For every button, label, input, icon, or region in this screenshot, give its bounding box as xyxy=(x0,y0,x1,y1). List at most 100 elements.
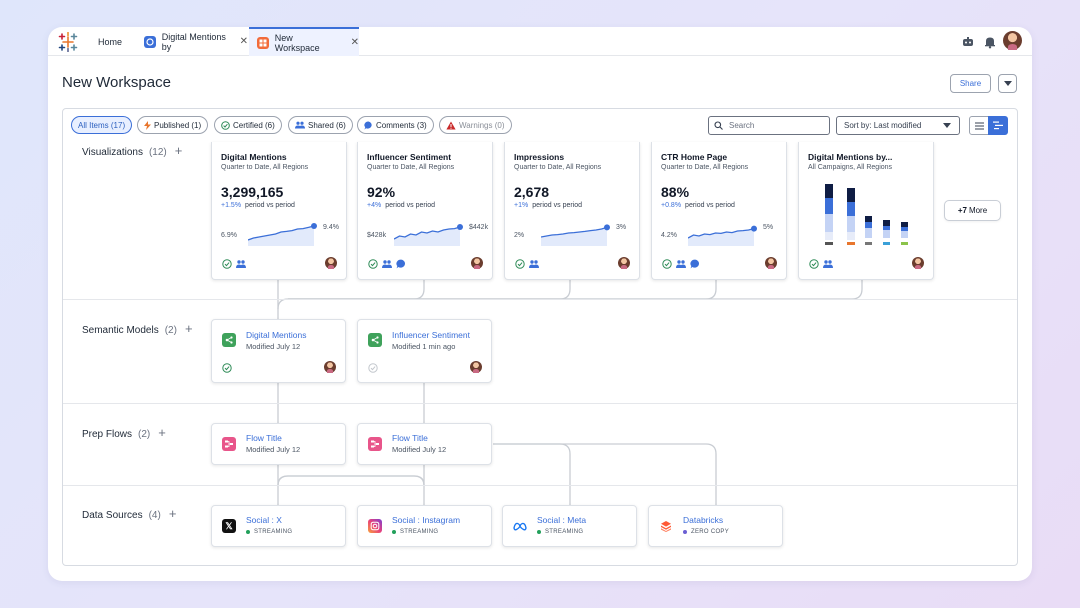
kpi-delta-label: period vs period xyxy=(685,202,735,209)
sparkline xyxy=(541,224,610,246)
viz-card[interactable]: Impressions Quarter to Date, All Regions 2… xyxy=(504,142,640,280)
owner-avatar[interactable] xyxy=(471,257,483,269)
stacked-bar-chart xyxy=(825,184,908,245)
owner-avatar[interactable] xyxy=(765,257,777,269)
viz-card-title: Influencer Sentiment xyxy=(367,152,452,162)
filter-label: All Items (17) xyxy=(78,120,126,130)
add-prep-flow-button[interactable]: + xyxy=(158,425,166,440)
lineage-view-button[interactable] xyxy=(988,116,1008,135)
workspace-icon xyxy=(257,36,269,49)
semantic-model-card[interactable]: Influencer Sentiment Modified 1 min ago xyxy=(357,319,492,383)
data-source-card[interactable]: Social : Instagram STREAMING xyxy=(357,505,492,547)
kpi-delta-value: +0.8% xyxy=(661,202,682,209)
shared-icon xyxy=(529,260,539,268)
viz-card[interactable]: CTR Home Page Quarter to Date, All Region… xyxy=(651,142,787,280)
kpi-delta-label: period vs period xyxy=(385,202,436,209)
sparkline xyxy=(394,224,463,246)
filter-label: Certified (6) xyxy=(233,120,275,130)
sparkline-min-label: 6.9% xyxy=(221,232,237,239)
tableau-logo-icon[interactable] xyxy=(58,32,78,52)
bar-group xyxy=(825,184,908,240)
semantic-model-title[interactable]: Digital Mentions xyxy=(246,330,307,340)
user-avatar[interactable] xyxy=(1003,31,1022,50)
filter-label: Shared (6) xyxy=(308,120,346,130)
semantic-model-title[interactable]: Influencer Sentiment xyxy=(392,330,470,340)
viz-card[interactable]: Influencer Sentiment Quarter to Date, All… xyxy=(357,142,493,280)
data-source-title[interactable]: Databricks xyxy=(683,515,724,525)
sort-dropdown[interactable]: Sort by: Last modified xyxy=(836,116,960,135)
close-icon[interactable]: ✕ xyxy=(350,37,359,48)
semantic-model-icon xyxy=(222,333,236,347)
add-visualization-button[interactable]: + xyxy=(174,143,183,158)
tab-new-workspace[interactable]: New Workspace ✕ xyxy=(249,27,359,56)
close-icon[interactable]: ✕ xyxy=(239,36,248,47)
viz-card-subtitle: Quarter to Date, All Regions xyxy=(661,164,749,171)
search-input[interactable]: Search xyxy=(708,116,830,135)
viz-card-title: Digital Mentions xyxy=(221,152,287,162)
data-source-card[interactable]: Social : Meta STREAMING xyxy=(502,505,637,547)
viz-card-subtitle: Quarter to Date, All Regions xyxy=(514,164,602,171)
filter-certified[interactable]: Certified (6) xyxy=(214,116,282,134)
prep-flow-card[interactable]: Flow Title Modified July 12 xyxy=(211,423,346,465)
sparkline-end-point xyxy=(604,224,610,231)
share-button[interactable]: Share xyxy=(950,74,991,93)
filter-published[interactable]: Published (1) xyxy=(137,116,209,134)
data-source-title[interactable]: Social : Meta xyxy=(537,515,587,525)
sparkline-min-label: 2% xyxy=(514,232,525,239)
prep-flow-icon xyxy=(222,437,236,451)
more-visualizations-button[interactable]: +7 More xyxy=(944,200,1001,221)
data-source-status: STREAMING xyxy=(246,529,292,535)
agent-icon[interactable] xyxy=(961,35,975,49)
owner-avatar[interactable] xyxy=(470,361,482,373)
sparkline xyxy=(688,225,757,246)
list-icon xyxy=(974,122,984,129)
owner-avatar[interactable] xyxy=(912,257,924,269)
owner-avatar[interactable] xyxy=(324,361,336,373)
prep-flow-modified: Modified July 12 xyxy=(246,445,301,454)
viz-card-subtitle: All Campaigns, All Regions xyxy=(808,164,893,171)
tab-home-label: Home xyxy=(98,36,123,47)
sort-label: Sort by: Last modified xyxy=(844,121,922,130)
add-semantic-model-button[interactable]: + xyxy=(184,321,193,336)
filter-shared[interactable]: Shared (6) xyxy=(288,116,353,134)
viz-card[interactable]: Digital Mentions Quarter to Date, All Reg… xyxy=(211,142,347,280)
comment-icon xyxy=(396,259,405,269)
filter-comments[interactable]: Comments (3) xyxy=(357,116,434,134)
data-source-title[interactable]: Social : X xyxy=(246,515,282,525)
kpi-delta: +0.8% period vs period xyxy=(661,202,735,209)
add-data-source-button[interactable]: + xyxy=(168,506,177,521)
data-source-card[interactable]: 𝕏 Social : X STREAMING xyxy=(211,505,346,547)
row-label-text: Semantic Models xyxy=(82,325,159,336)
owner-avatar[interactable] xyxy=(618,257,630,269)
filter-label: Comments (3) xyxy=(376,120,427,130)
data-source-status: STREAMING xyxy=(537,529,583,535)
row-label-visualizations: Visualizations (12) + xyxy=(82,143,182,158)
tab-digital-mentions[interactable]: Digital Mentions by ✕ xyxy=(144,27,248,56)
filter-all-items[interactable]: All Items (17) xyxy=(71,116,133,134)
viz-card-title: Digital Mentions by... xyxy=(808,152,893,162)
owner-avatar[interactable] xyxy=(325,257,337,269)
tab-home[interactable]: Home xyxy=(98,27,148,56)
sparkline-area xyxy=(688,228,754,246)
sparkline-line xyxy=(394,226,461,240)
data-source-status-label: STREAMING xyxy=(254,529,293,535)
kpi-value: 2,678 xyxy=(514,184,550,200)
semantic-model-card[interactable]: Digital Mentions Modified July 12 xyxy=(211,319,346,383)
data-source-title[interactable]: Social : Instagram xyxy=(392,515,461,525)
filter-warnings[interactable]: Warnings (0) xyxy=(439,116,512,134)
more-actions-button[interactable] xyxy=(998,74,1017,93)
data-source-card[interactable]: Databricks ZERO COPY xyxy=(648,505,783,547)
page-title: New Workspace xyxy=(62,74,171,91)
bell-icon[interactable] xyxy=(983,35,997,49)
filter-label: Published (1) xyxy=(154,120,202,130)
prep-flow-card[interactable]: Flow Title Modified July 12 xyxy=(357,423,492,465)
semantic-model-modified: Modified July 12 xyxy=(246,342,301,351)
prep-flow-title[interactable]: Flow Title xyxy=(246,433,282,443)
data-source-status-label: ZERO COPY xyxy=(691,529,730,535)
viz-card-campaigns[interactable]: Digital Mentions by... All Campaigns, Al… xyxy=(798,142,934,280)
comment-icon xyxy=(690,259,699,269)
sparkline-line xyxy=(688,227,755,239)
prep-flow-title[interactable]: Flow Title xyxy=(392,433,428,443)
row-count: (4) xyxy=(148,510,161,521)
more-count: +7 xyxy=(957,206,967,215)
